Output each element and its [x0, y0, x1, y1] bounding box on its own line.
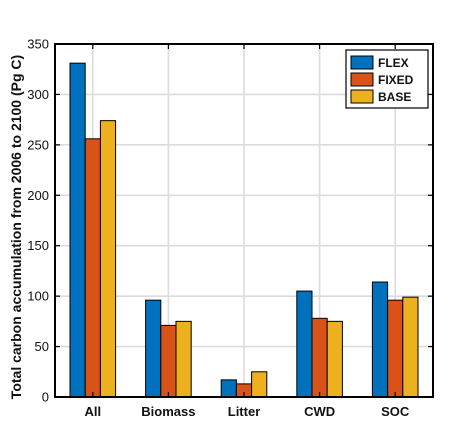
legend-swatch-fixed — [350, 72, 374, 87]
y-tick-label: 250 — [27, 137, 49, 152]
x-tick-label: Biomass — [141, 404, 195, 419]
bar-fixed-soc — [387, 299, 404, 398]
legend-swatch-base — [350, 89, 374, 104]
x-tick-label: SOC — [381, 404, 410, 419]
y-tick-label: 0 — [42, 390, 49, 405]
legend-swatch-flex — [350, 55, 374, 70]
y-tick-label: 150 — [27, 238, 49, 253]
y-axis-label: Total carbon accumulation from 2006 to 2… — [8, 55, 24, 399]
legend-label-fixed: FIXED — [378, 73, 414, 87]
bar-base-all — [99, 120, 117, 398]
x-tick-label: All — [84, 404, 101, 419]
bar-base-cwd — [326, 320, 343, 398]
y-tick-label: 100 — [27, 289, 49, 304]
y-tick-label: 300 — [27, 87, 49, 102]
legend-label-base: BASE — [378, 90, 411, 104]
axis-ticks — [55, 43, 433, 398]
bar-base-biomass — [175, 320, 192, 398]
x-tick-label: CWD — [304, 404, 335, 419]
bar-flex-all — [69, 62, 86, 398]
y-tick-label: 200 — [27, 188, 49, 203]
bar-base-soc — [402, 296, 419, 398]
bar-flex-litter — [220, 379, 237, 398]
bar-flex-biomass — [145, 299, 162, 398]
legend: FLEX FIXED BASE — [345, 49, 429, 109]
bar-flex-soc — [371, 281, 389, 398]
bar-flex-cwd — [296, 290, 313, 398]
x-tick-labels: All Biomass Litter CWD SOC — [84, 404, 409, 419]
bar-fixed-all — [84, 138, 101, 398]
y-tick-labels: 0 50 100 150 200 250 300 350 — [27, 37, 49, 405]
y-tick-label: 50 — [35, 339, 49, 354]
x-tick-label: Litter — [228, 404, 261, 419]
bar-fixed-biomass — [160, 324, 177, 398]
bar-base-litter — [251, 371, 268, 398]
legend-label-flex: FLEX — [378, 56, 409, 70]
bar-fixed-cwd — [311, 317, 328, 398]
y-tick-label: 350 — [27, 37, 49, 52]
